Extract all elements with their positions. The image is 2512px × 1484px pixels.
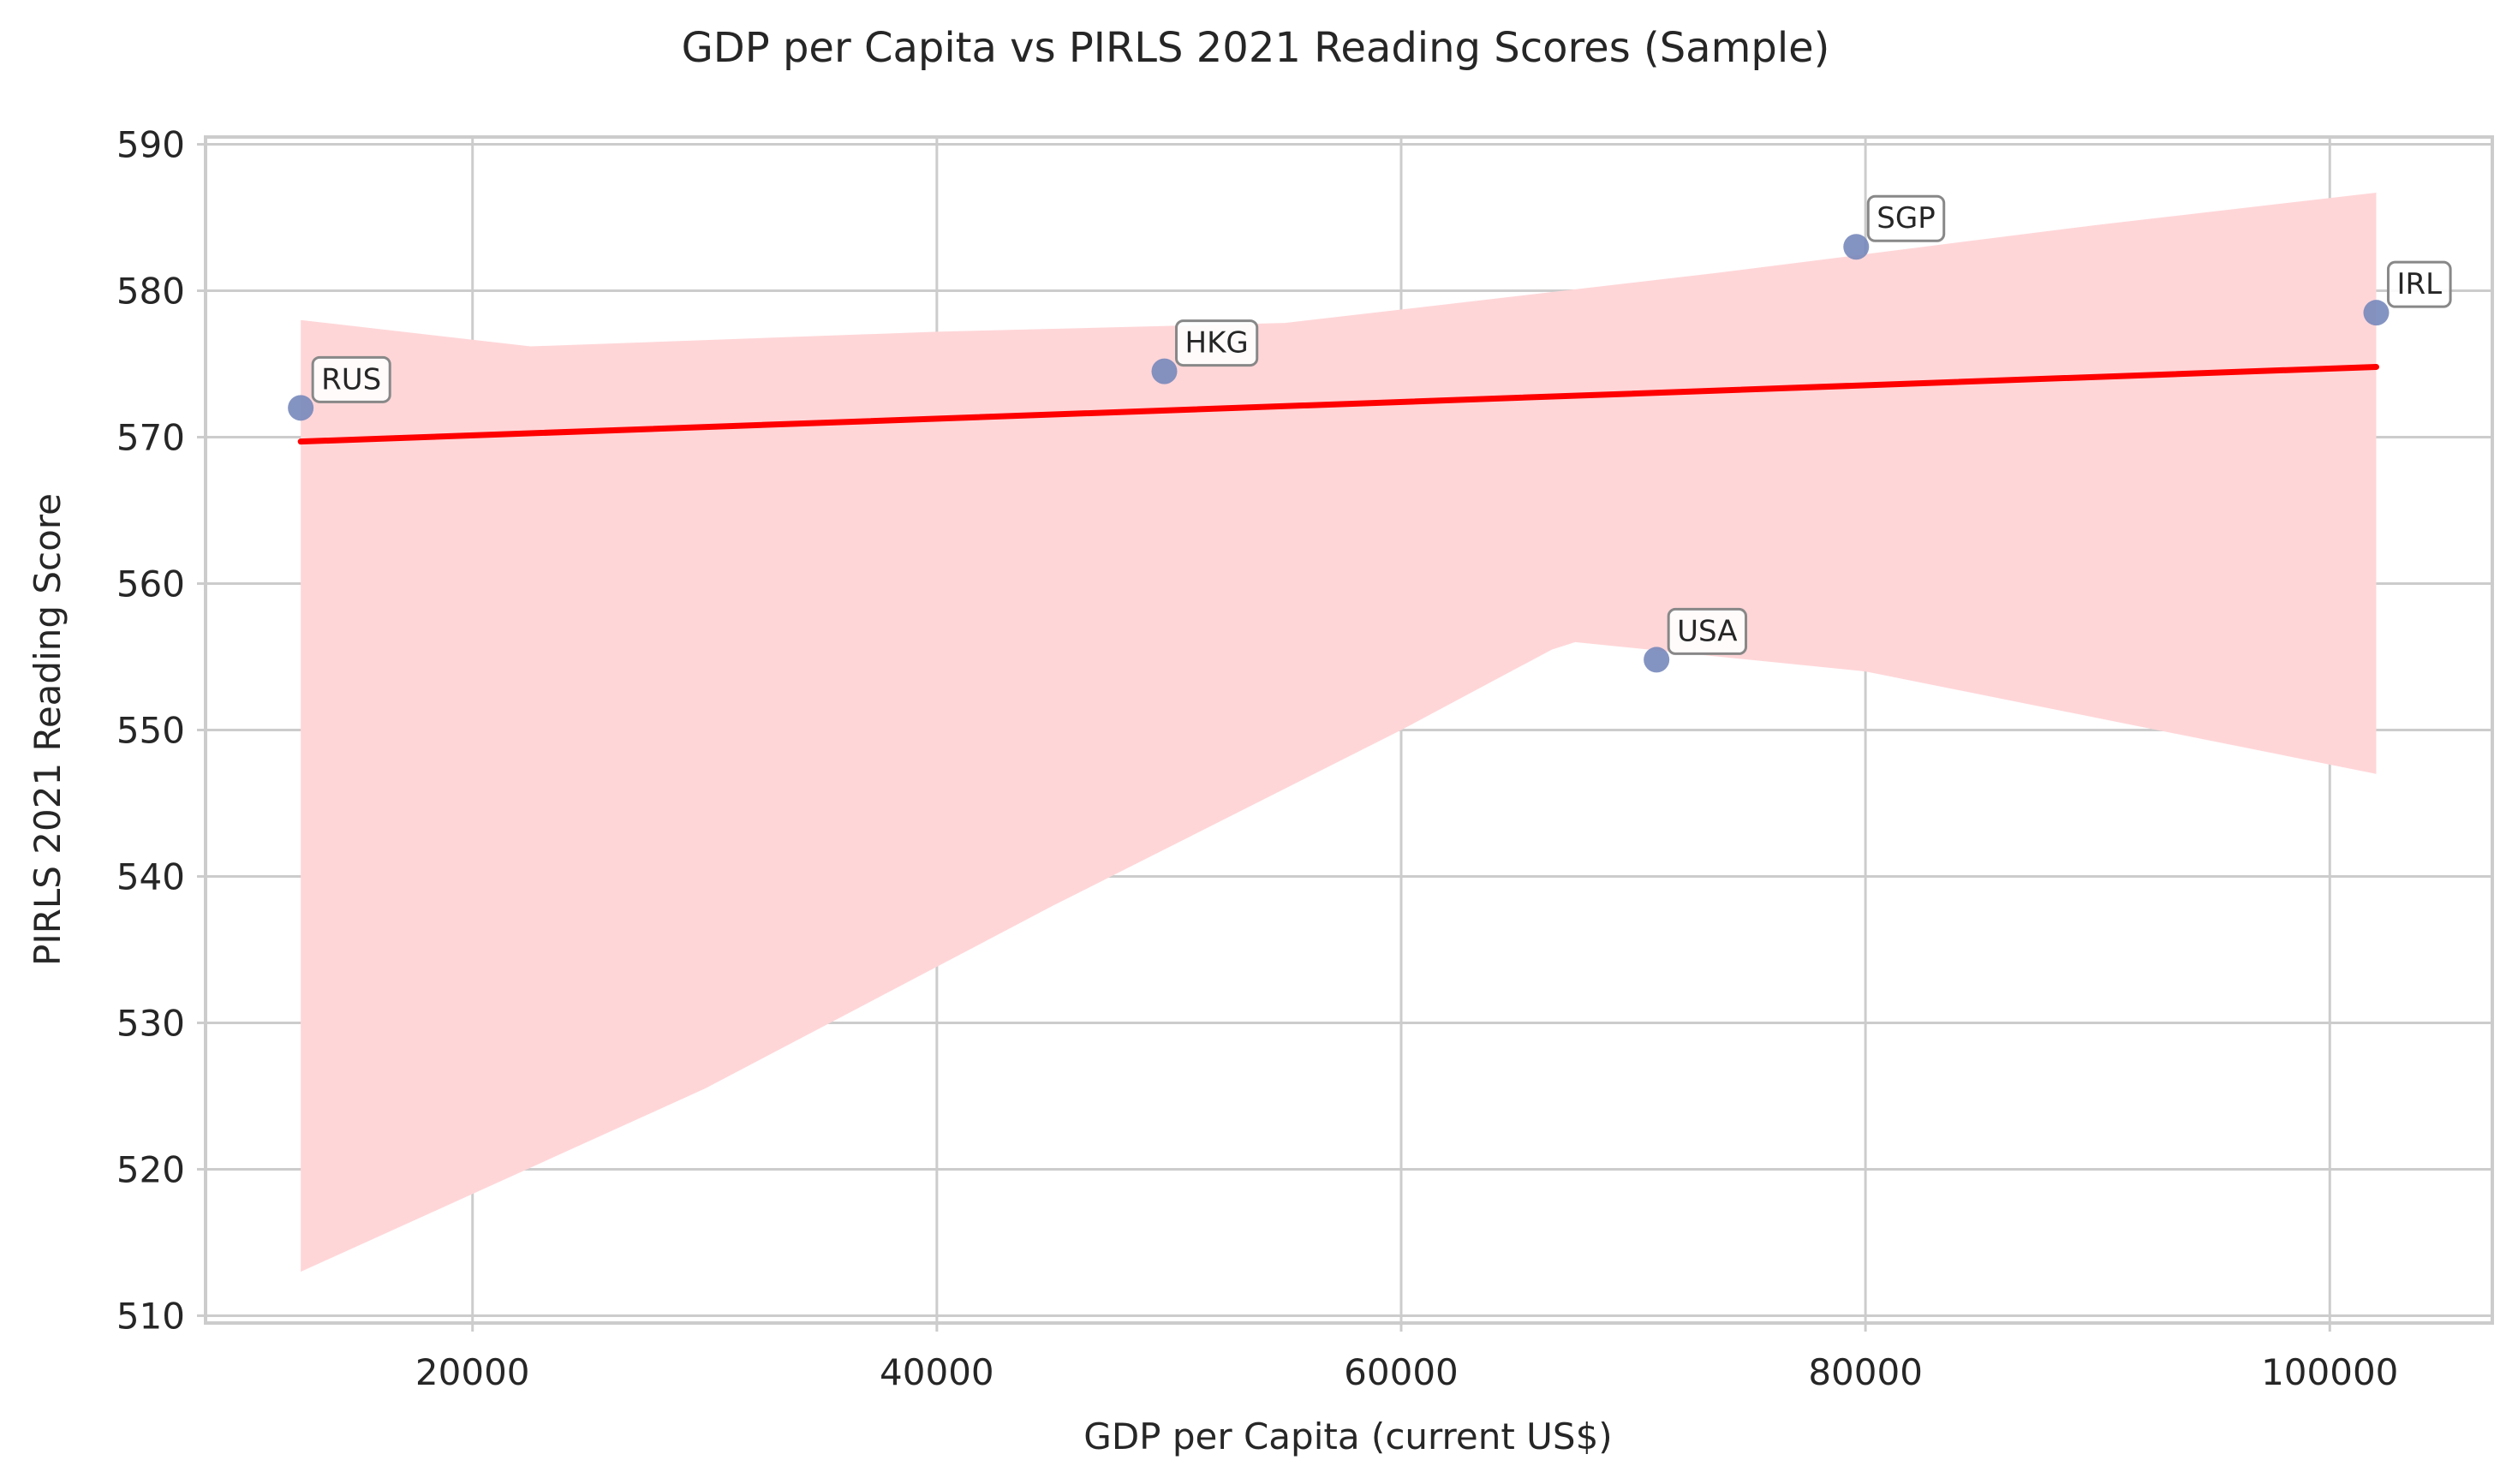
- data-point-sgp: [1843, 234, 1870, 260]
- data-point-irl: [2363, 300, 2390, 326]
- point-label-rus: RUS: [311, 355, 391, 403]
- point-label-text: USA: [1677, 614, 1737, 648]
- point-label-hkg: HKG: [1175, 319, 1259, 367]
- x-tick-label: 100000: [2261, 1351, 2398, 1393]
- point-label-usa: USA: [1667, 607, 1748, 655]
- y-tick-label: 530: [116, 1002, 185, 1044]
- y-tick-label: 510: [116, 1295, 185, 1337]
- point-label-irl: IRL: [2386, 260, 2452, 308]
- point-label-text: HKG: [1185, 326, 1249, 361]
- point-label-box: [1667, 607, 1748, 655]
- point-label-text: IRL: [2396, 267, 2442, 301]
- point-label-box: [2386, 260, 2452, 308]
- y-tick-label: 520: [116, 1148, 185, 1190]
- point-label-sgp: SGP: [1866, 194, 1946, 242]
- point-label-box: [1175, 319, 1259, 367]
- point-label-box: [311, 355, 391, 403]
- points-layer: [288, 234, 2390, 673]
- confidence-band: [301, 192, 2377, 1272]
- x-tick-label: 20000: [415, 1351, 530, 1393]
- x-tick-label: 60000: [1344, 1351, 1459, 1393]
- y-tick-label: 570: [116, 417, 185, 459]
- point-label-text: RUS: [321, 362, 381, 396]
- tick-labels: 20000 40000 60000 80000 100000 510 520 530 540 55…: [116, 124, 2399, 1393]
- y-tick-label: 540: [116, 855, 185, 897]
- y-tick-label: 590: [116, 124, 185, 166]
- data-point-usa: [1644, 647, 1670, 673]
- regression-line: [297, 363, 2379, 445]
- x-axis-label: GDP per Capita (current US$): [1083, 1415, 1612, 1457]
- point-label-box: [1866, 194, 1946, 242]
- y-axis-label: PIRLS 2021 Reading Score: [27, 493, 69, 966]
- data-point-rus: [288, 395, 314, 421]
- point-label-text: SGP: [1877, 201, 1935, 235]
- data-point-hkg: [1151, 358, 1178, 384]
- point-labels: RUS HKG USA SGP IRL: [311, 194, 2452, 655]
- x-tick-label: 40000: [880, 1351, 994, 1393]
- y-tick-label: 550: [116, 710, 185, 752]
- y-tick-label: 580: [116, 271, 185, 313]
- x-tick-label: 80000: [1808, 1351, 1923, 1393]
- chart-title: GDP per Capita vs PIRLS 2021 Reading Sco…: [682, 24, 1830, 72]
- y-tick-label: 560: [116, 563, 185, 605]
